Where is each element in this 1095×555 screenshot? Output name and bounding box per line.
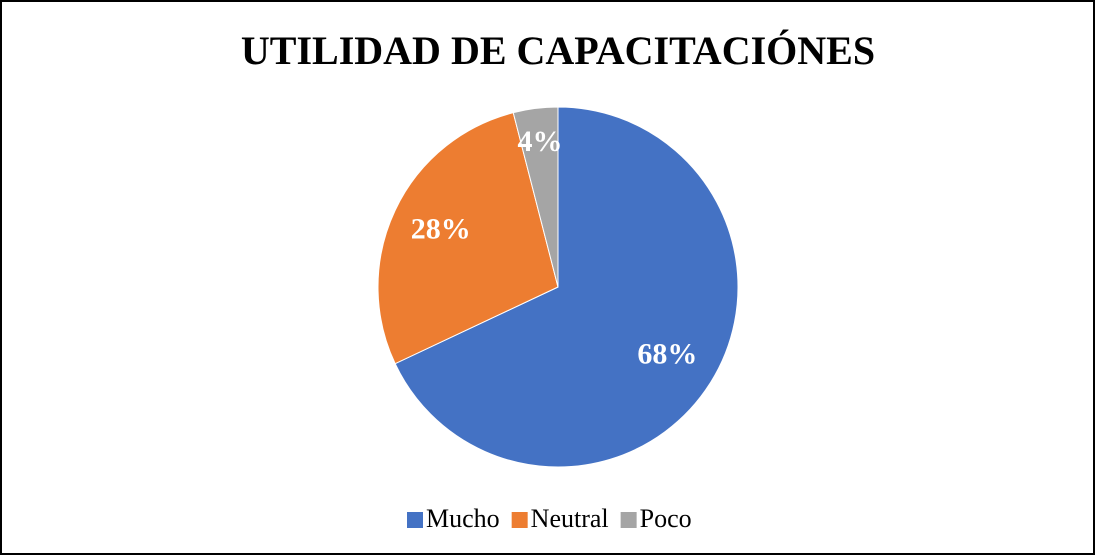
legend-label: Poco: [640, 504, 692, 533]
data-label: 4%: [517, 125, 562, 158]
legend-swatch: [407, 512, 423, 528]
legend-label: Mucho: [426, 504, 500, 533]
pie-slice: [377, 112, 559, 365]
legend-swatch: [620, 512, 637, 528]
pie-slice: [394, 106, 739, 468]
legend-label: Neutral: [531, 504, 609, 533]
legend-swatch: [511, 512, 528, 528]
data-label: 28%: [411, 213, 471, 246]
pie-slice: [512, 106, 559, 288]
data-label: 68%: [637, 337, 697, 370]
chart-title: UTILIDAD DE CAPACITACIÓNES: [241, 28, 875, 73]
